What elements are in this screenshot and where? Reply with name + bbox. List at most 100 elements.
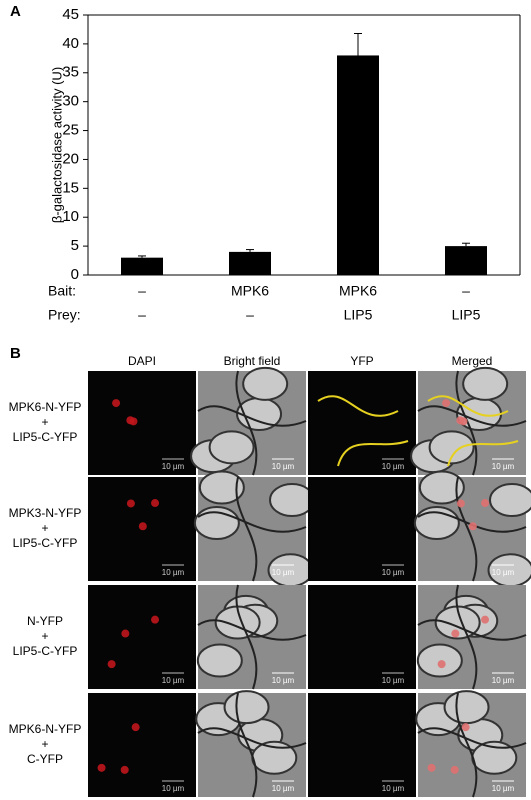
scale-bar-label: 10 µm [492, 676, 515, 685]
y-tick-label: 15 [62, 179, 79, 196]
x-row-label: Prey: [48, 307, 81, 323]
scale-bar-label: 10 µm [162, 676, 185, 685]
scale-bar-label: 10 µm [272, 784, 295, 793]
micrograph: 10 µm [193, 470, 316, 588]
nucleus [481, 499, 490, 508]
micrograph: 10 µm [88, 585, 196, 689]
scale-bar-label: 10 µm [162, 568, 185, 577]
scale-bar-label: 10 µm [492, 462, 515, 471]
error-bar [138, 255, 146, 258]
row-label: MPK3-N-YFP [9, 506, 82, 520]
nucleus [450, 765, 459, 774]
row-label: MPK6-N-YFP [9, 400, 82, 414]
scale-bar-label: 10 µm [272, 676, 295, 685]
cell [242, 366, 289, 401]
micrograph: 10 µm [413, 470, 531, 588]
nucleus [151, 615, 160, 624]
yfp-signal [317, 395, 409, 467]
image-background [308, 477, 416, 581]
micrograph: 10 µm [195, 690, 307, 798]
scale-bar-label: 10 µm [382, 462, 405, 471]
micrograph: 10 µm [88, 371, 196, 475]
cell [418, 470, 465, 505]
scale-bar-label: 10 µm [382, 784, 405, 793]
cell-wall [455, 584, 478, 690]
y-tick-label: 40 [62, 35, 79, 52]
nucleus [126, 499, 135, 508]
micrograph: 10 µm [415, 690, 527, 798]
bar [337, 55, 379, 275]
micrograph: 10 µm [416, 584, 527, 690]
micrograph: 10 µm [196, 584, 307, 690]
row-label: + [41, 629, 48, 643]
row-label: N-YFP [27, 614, 63, 628]
image-background [88, 585, 196, 689]
row-label: LIP5-C-YFP [13, 430, 78, 444]
image-background [308, 585, 416, 689]
nucleus [97, 763, 106, 772]
nucleus [129, 417, 138, 426]
nucleus [461, 723, 470, 732]
error-bar [462, 242, 470, 247]
y-tick-label: 35 [62, 64, 79, 81]
scale-bar-label: 10 µm [162, 462, 185, 471]
y-axis-label: β-galactosidase activity (U) [49, 67, 64, 223]
micrograph: 10 µm [308, 371, 416, 475]
bar [121, 257, 163, 275]
micrograph: 10 µm [308, 585, 416, 689]
scale-bar-label: 10 µm [272, 462, 295, 471]
nucleus [151, 499, 160, 508]
nucleus [427, 763, 436, 772]
nucleus [459, 417, 468, 426]
x-tick-label: – [138, 307, 146, 323]
nucleus [468, 522, 477, 531]
nucleus [437, 660, 446, 669]
micrograph: 10 µm [88, 693, 196, 797]
panel-label: B [10, 345, 21, 362]
image-background [308, 371, 416, 475]
column-header: DAPI [128, 354, 156, 368]
column-header: Merged [452, 354, 493, 368]
cell-wall [235, 584, 258, 690]
bar [445, 246, 487, 275]
nucleus [138, 522, 147, 531]
y-tick-label: 5 [71, 237, 79, 254]
y-tick-label: 20 [62, 150, 79, 167]
scale-bar-label: 10 µm [162, 784, 185, 793]
micrograph: 10 µm [308, 477, 416, 581]
cell [208, 430, 255, 465]
cell [416, 643, 463, 678]
cell-wall [235, 692, 258, 798]
cell [443, 690, 490, 725]
micrograph: 10 µm [190, 366, 307, 476]
nucleus [121, 629, 130, 638]
cell [489, 483, 531, 518]
scale-bar-label: 10 µm [382, 568, 405, 577]
row-label: + [41, 521, 48, 535]
x-tick-label: – [462, 283, 470, 299]
nucleus [107, 660, 116, 669]
x-tick-label: LIP5 [344, 307, 373, 323]
image-background [88, 371, 196, 475]
x-row-label: Bait: [48, 283, 76, 299]
yfp-signal [427, 395, 519, 467]
y-tick-label: 25 [62, 122, 79, 139]
scale-bar-label: 10 µm [382, 676, 405, 685]
micrograph: 10 µm [410, 366, 527, 476]
nucleus [131, 723, 140, 732]
cell-wall [235, 370, 258, 476]
nucleus [120, 765, 129, 774]
error-bar [354, 32, 362, 56]
y-tick-label: 10 [62, 208, 79, 225]
error-bar [246, 249, 254, 252]
cell [462, 366, 509, 401]
y-tick-label: 45 [62, 6, 79, 23]
y-tick-label: 0 [71, 266, 79, 283]
cell-wall [455, 692, 478, 798]
image-background [308, 693, 416, 797]
column-header: YFP [350, 354, 373, 368]
cell [198, 470, 245, 505]
column-header: Bright field [224, 354, 281, 368]
row-label: + [41, 415, 48, 429]
